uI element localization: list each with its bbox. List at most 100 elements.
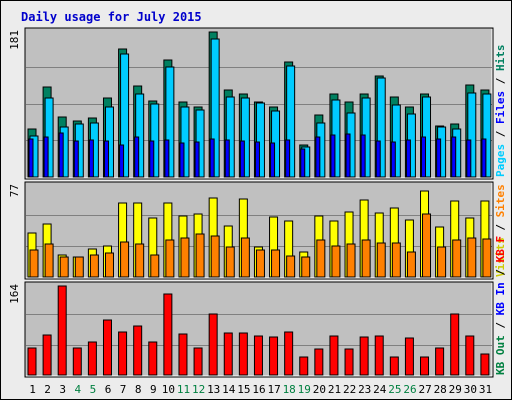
bar-sites-day-30 xyxy=(467,237,477,278)
bar-sites-day-13 xyxy=(210,235,220,278)
bar-pages-day-15 xyxy=(239,140,245,178)
bar-kb-f-day-3 xyxy=(57,285,67,376)
bars xyxy=(27,190,492,278)
day-label-3: 3 xyxy=(59,383,66,396)
bar-sites-day-20 xyxy=(316,239,326,278)
panel-2: 77 Visits / Sites xyxy=(8,181,507,280)
bar-sites-day-4 xyxy=(74,256,84,278)
bar-sites-day-7 xyxy=(120,241,130,278)
bar-pages-day-3 xyxy=(58,132,64,178)
legend: Pages / Files / Hits xyxy=(494,45,507,178)
bar-pages-day-11 xyxy=(179,142,185,178)
bar-pages-day-27 xyxy=(421,136,427,178)
bar-kb-f-day-29 xyxy=(450,313,460,376)
bar-kb-f-day-26 xyxy=(404,337,414,376)
bar-files-day-8 xyxy=(135,93,145,178)
bar-sites-day-16 xyxy=(255,249,265,278)
day-label-25: 25 xyxy=(388,383,401,396)
day-label-4: 4 xyxy=(74,383,81,396)
bar-files-day-10 xyxy=(165,66,175,178)
bar-kb-f-day-8 xyxy=(133,325,143,376)
bar-pages-day-6 xyxy=(103,140,109,178)
bar-pages-day-10 xyxy=(164,139,170,178)
bar-kb-f-day-11 xyxy=(178,333,188,376)
bar-sites-day-28 xyxy=(437,246,447,278)
bar-pages-day-4 xyxy=(73,140,79,178)
bar-kb-f-day-10 xyxy=(163,293,173,376)
bar-kb-f-day-23 xyxy=(359,336,369,376)
legend-entry: KB Out xyxy=(494,335,507,375)
day-label-26: 26 xyxy=(403,383,416,396)
bar-pages-day-28 xyxy=(436,138,442,178)
bar-pages-day-21 xyxy=(330,134,336,178)
bar-kb-f-day-30 xyxy=(465,335,475,376)
day-label-2: 2 xyxy=(44,383,51,396)
ymax-label: 164 xyxy=(8,284,21,304)
bar-kb-f-day-19 xyxy=(299,356,309,376)
bar-kb-f-day-28 xyxy=(435,347,445,376)
legend-entry: KB F xyxy=(494,236,507,263)
bar-sites-day-22 xyxy=(346,243,356,278)
bar-kb-f-day-6 xyxy=(102,319,112,376)
bar-pages-day-19 xyxy=(300,148,306,178)
bar-sites-day-10 xyxy=(165,239,175,278)
bar-files-day-15 xyxy=(240,97,250,178)
day-label-22: 22 xyxy=(343,383,356,396)
bar-kb-f-day-7 xyxy=(118,331,128,376)
bar-pages-day-23 xyxy=(360,134,366,178)
bar-sites-day-21 xyxy=(331,245,341,278)
panel-3: 164 KB Out / KB In / KB F xyxy=(8,236,507,378)
bar-files-day-31 xyxy=(482,93,492,178)
bar-sites-day-25 xyxy=(391,242,401,278)
day-label-1: 1 xyxy=(29,383,36,396)
day-label-6: 6 xyxy=(105,383,112,396)
day-label-10: 10 xyxy=(162,383,175,396)
bar-pages-day-24 xyxy=(375,140,381,178)
day-label-17: 17 xyxy=(267,383,280,396)
bar-kb-f-day-21 xyxy=(329,335,339,376)
day-label-21: 21 xyxy=(328,383,341,396)
legend-entry: / xyxy=(494,315,507,335)
bar-kb-f-day-15 xyxy=(238,332,248,376)
bar-pages-day-5 xyxy=(88,139,94,178)
day-label-15: 15 xyxy=(237,383,250,396)
day-label-9: 9 xyxy=(150,383,157,396)
bar-kb-f-day-31 xyxy=(480,353,490,376)
legend: Visits / Sites xyxy=(494,184,507,277)
bar-sites-day-9 xyxy=(150,254,160,278)
bar-files-day-13 xyxy=(210,38,220,178)
bar-sites-day-24 xyxy=(376,242,386,278)
bar-pages-day-20 xyxy=(315,136,321,178)
bar-pages-day-16 xyxy=(254,141,260,178)
legend-entry: / xyxy=(494,124,507,144)
bar-sites-day-3 xyxy=(59,256,69,278)
day-label-12: 12 xyxy=(192,383,205,396)
bar-kb-f-day-5 xyxy=(87,341,97,376)
bar-kb-f-day-9 xyxy=(148,341,158,376)
bar-sites-day-19 xyxy=(301,256,311,278)
bar-kb-f-day-4 xyxy=(72,347,82,376)
legend-entry: KB In xyxy=(494,282,507,315)
bar-kb-f-day-24 xyxy=(374,335,384,376)
bar-pages-day-26 xyxy=(405,139,411,178)
bar-sites-day-29 xyxy=(452,239,462,278)
day-label-27: 27 xyxy=(418,383,431,396)
bar-kb-f-day-22 xyxy=(344,348,354,376)
day-label-8: 8 xyxy=(135,383,142,396)
bar-files-day-16 xyxy=(255,102,265,178)
day-label-19: 19 xyxy=(298,383,311,396)
ymax-label: 181 xyxy=(8,30,21,50)
bar-sites-day-12 xyxy=(195,233,205,278)
bar-sites-day-27 xyxy=(422,213,432,278)
bars xyxy=(27,31,492,178)
bar-sites-day-31 xyxy=(482,238,492,278)
day-label-29: 29 xyxy=(449,383,462,396)
bar-pages-day-30 xyxy=(466,139,472,178)
day-label-5: 5 xyxy=(90,383,97,396)
legend-entry: Pages xyxy=(494,144,507,177)
bar-sites-day-23 xyxy=(361,239,371,278)
bar-kb-f-day-25 xyxy=(389,356,399,376)
legend-entry: / xyxy=(494,262,507,282)
legend-entry: / xyxy=(494,71,507,91)
